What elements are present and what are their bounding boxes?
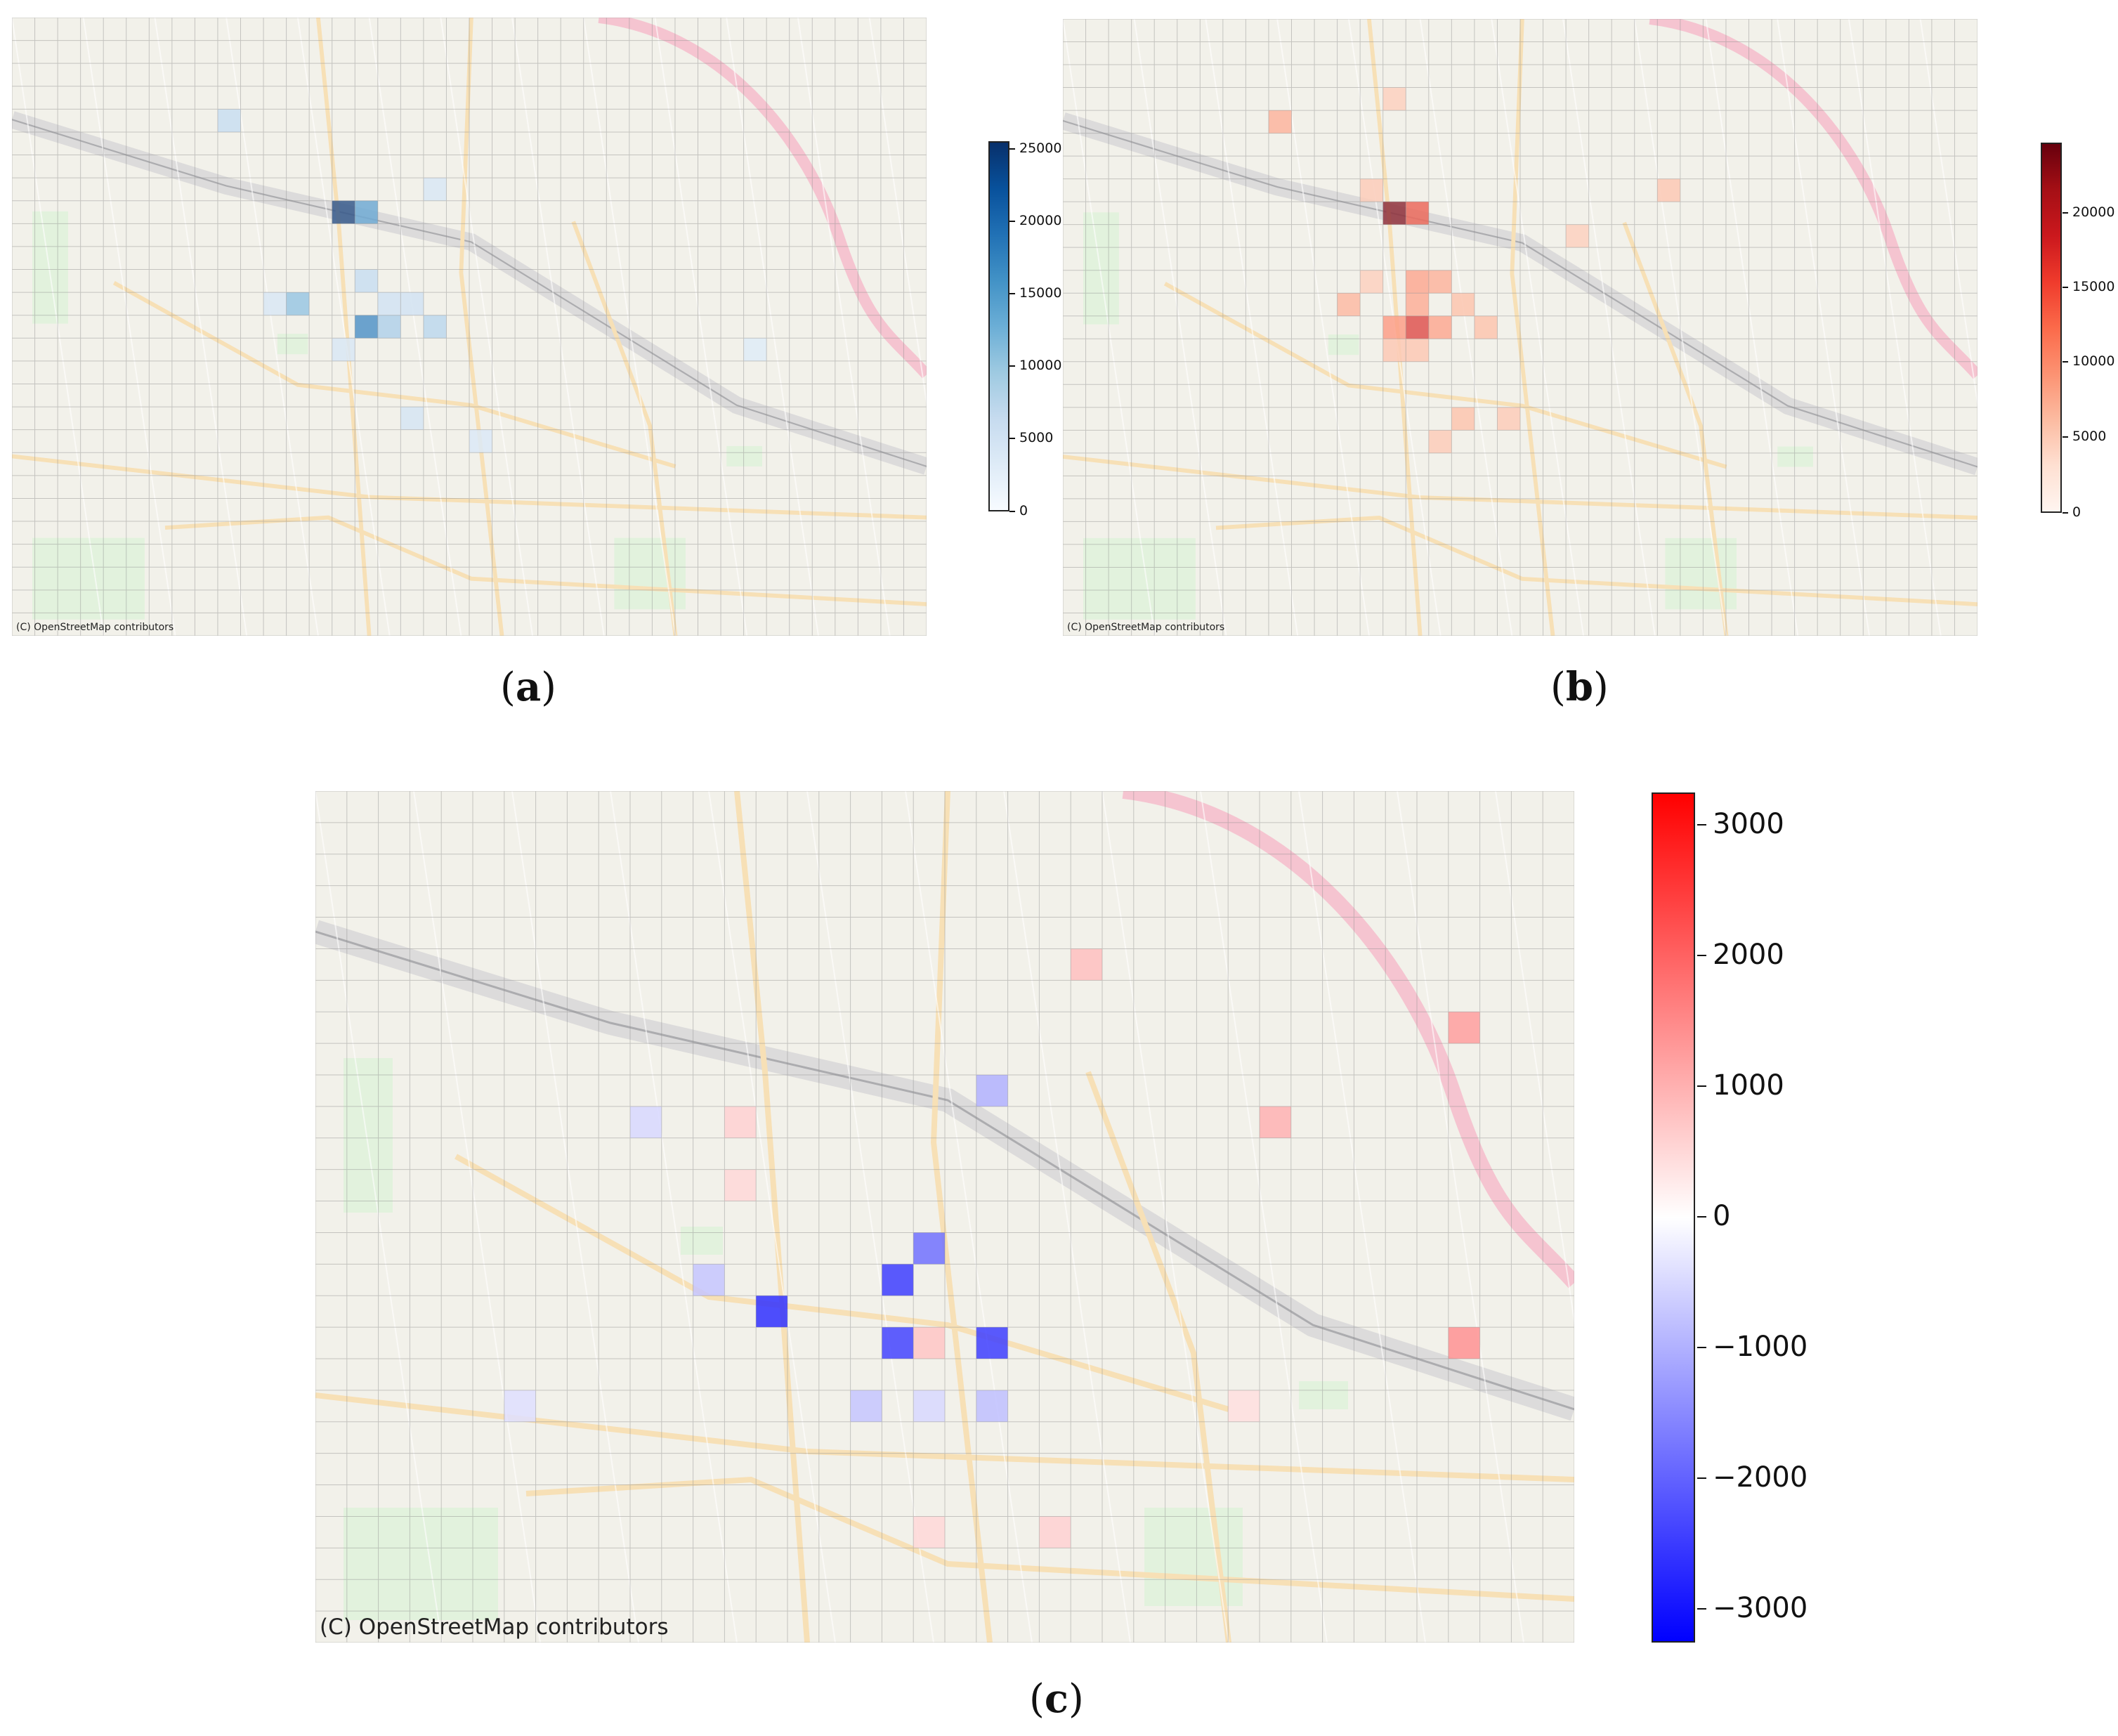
heat-cell [630,1106,662,1138]
colorbar-c-tick: 2000 [1697,939,1784,971]
heat-cell [976,1075,1008,1107]
heat-cell [1406,339,1429,362]
colorbar-b-tick: 0 [2062,504,2081,520]
heat-cell [913,1390,945,1422]
colorbar-b-tick: 20000 [2062,204,2115,220]
map-a [12,18,927,636]
colorbar-b-tick: 10000 [2062,353,2115,369]
heat-cell [1451,407,1475,431]
heat-cell [1382,339,1406,362]
heat-cell [400,407,424,430]
heat-cell [724,1169,757,1201]
heat-cell [423,178,447,201]
colorbar-c-tick: 1000 [1697,1069,1784,1102]
colorbar-b-tick: 15000 [2062,279,2115,294]
map-panel-c: (C) OpenStreetMap contributors [315,791,1574,1643]
heat-cell [913,1516,945,1548]
heat-cell [1382,202,1406,225]
heat-cell [1268,110,1292,133]
heat-cell [332,200,355,224]
heat-cell [1260,1106,1291,1138]
heat-cell [355,200,378,224]
heat-cell [423,315,447,339]
heat-cell [743,338,767,361]
heat-cell [504,1390,536,1422]
colorbar-a-tick: 0 [1009,503,1028,518]
heat-cell [377,292,401,315]
heat-cell [400,292,424,315]
heat-cell [976,1390,1008,1422]
heat-cell [1451,293,1475,316]
heat-cell [913,1232,945,1265]
colorbar-b-tick: 5000 [2062,429,2107,444]
heat-cell [217,109,241,132]
heat-cell [1566,224,1589,248]
heat-cell [1406,293,1429,316]
heat-cell [1360,270,1383,294]
map-panel-a: (C) OpenStreetMap contributors [12,18,927,636]
heat-cell [1406,315,1429,339]
heat-cell [1360,178,1383,202]
colorbar-a-tick: 20000 [1009,213,1062,228]
caption-a: (a) [500,664,557,710]
heat-cell [1657,178,1680,202]
heat-cell [882,1327,914,1359]
colorbar-c-tick: −2000 [1697,1461,1808,1494]
heat-cell [1448,1012,1480,1044]
colorbar-c-tick: 0 [1697,1200,1731,1232]
heat-cell [850,1390,882,1422]
map-credit-a: (C) OpenStreetMap contributors [16,622,174,633]
heat-cell [693,1264,725,1296]
heat-cell [1474,315,1498,339]
heat-cell [1406,270,1429,294]
colorbar-c-tick: −1000 [1697,1331,1808,1363]
map-credit-b: (C) OpenStreetMap contributors [1067,622,1225,633]
map-c [315,791,1574,1643]
caption-b: (b) [1550,664,1609,710]
heat-cell [1448,1327,1480,1359]
heat-cell [1497,407,1520,431]
heat-cell [355,269,378,293]
colorbar-c-tick: 3000 [1697,808,1784,840]
heat-cell [756,1296,787,1328]
colorbar-a-tick: 15000 [1009,285,1062,301]
heat-cell [1382,315,1406,339]
map-credit-c: (C) OpenStreetMap contributors [320,1614,669,1640]
heat-cell [1039,1516,1071,1548]
colorbar-a-tick: 5000 [1009,430,1054,445]
colorbar-c-tick: −3000 [1697,1592,1808,1624]
colorbar-c [1652,792,1695,1643]
heat-cell [1337,293,1361,316]
heat-cell [286,292,310,315]
map-b [1063,19,1978,636]
heat-cell [377,315,401,339]
heat-cell [1428,430,1452,453]
map-panel-b: (C) OpenStreetMap contributors [1063,19,1978,636]
colorbar-a-tick: 25000 [1009,141,1062,156]
heat-cell [1428,315,1452,339]
heat-cell [976,1327,1008,1359]
heat-cell [332,338,355,361]
heat-cell [1382,87,1406,111]
heat-cell [882,1264,914,1296]
heat-cell [913,1327,945,1359]
heat-cell [469,429,492,453]
colorbar-a [988,141,1009,511]
colorbar-a-tick: 10000 [1009,358,1062,373]
heat-cell [263,292,287,315]
heat-cell [1071,948,1102,981]
caption-c: (c) [1029,1676,1084,1722]
colorbar-b [2041,143,2062,513]
heat-cell [355,315,378,339]
heat-cell [1228,1390,1260,1422]
heat-cell [1428,270,1452,294]
heat-cell [1406,202,1429,225]
heat-cell [724,1106,757,1138]
